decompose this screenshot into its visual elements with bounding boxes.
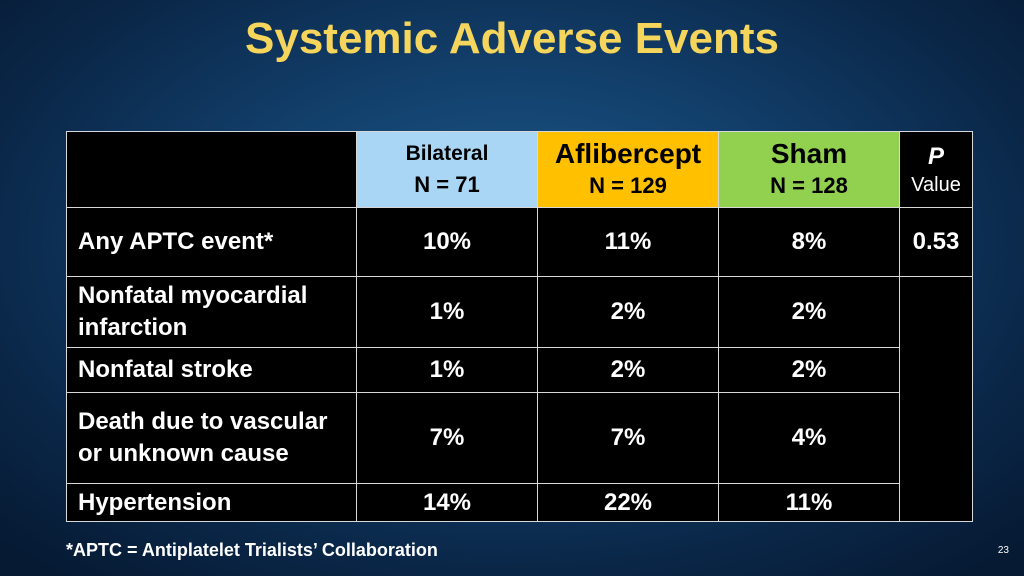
cell-bilateral: 10%: [356, 207, 538, 277]
header-bilateral: Bilateral N = 71: [356, 131, 538, 208]
table-row: Nonfatal myocardial infarction 1% 2% 2%: [66, 276, 973, 522]
cell-sham: 2%: [718, 276, 900, 348]
header-bilateral-label: Bilateral: [405, 141, 489, 165]
cell-aflibercept: 2%: [537, 347, 719, 393]
header-sham-n: N = 128: [770, 172, 848, 198]
cell-bilateral: 7%: [356, 392, 538, 484]
header-bilateral-n: N = 71: [414, 171, 480, 197]
table-row: Any APTC event* 10% 11% 8% 0.53: [66, 207, 973, 277]
header-p-value-label: Value: [911, 173, 961, 196]
header-sham-label: Sham: [770, 137, 848, 169]
cell-sham: 8%: [718, 207, 900, 277]
cell-bilateral: 1%: [356, 347, 538, 393]
table-row: Hypertension 14% 22% 11%: [66, 483, 973, 522]
row-label: Nonfatal stroke: [66, 347, 357, 393]
row-label: Any APTC event*: [66, 207, 357, 277]
cell-sham: 11%: [718, 483, 900, 522]
cell-aflibercept: 2%: [537, 276, 719, 348]
cell-p-empty: [899, 276, 973, 522]
header-p-value: P Value: [899, 131, 973, 208]
cell-bilateral: 1%: [356, 276, 538, 348]
cell-aflibercept: 7%: [537, 392, 719, 484]
header-sham: Sham N = 128: [718, 131, 900, 208]
cell-aflibercept: 22%: [537, 483, 719, 522]
cell-p-value: 0.53: [899, 207, 973, 277]
header-row: Bilateral N = 71 Aflibercept N = 129 Sha…: [66, 131, 973, 208]
header-aflibercept-n: N = 129: [589, 172, 667, 198]
row-label: Hypertension: [66, 483, 357, 522]
row-label: Nonfatal myocardial infarction: [66, 276, 357, 348]
table-row: Death due to vascular or unknown cause 7…: [66, 392, 973, 484]
footnote: *APTC = Antiplatelet Trialists’ Collabor…: [66, 540, 438, 560]
table-row: Nonfatal stroke 1% 2% 2%: [66, 347, 973, 393]
cell-aflibercept: 11%: [537, 207, 719, 277]
page-number: 23: [997, 545, 1009, 556]
header-aflibercept-label: Aflibercept: [554, 137, 702, 169]
cell-sham: 2%: [718, 347, 900, 393]
header-p-letter: P: [927, 142, 944, 170]
row-label: Death due to vascular or unknown cause: [66, 392, 357, 484]
cell-sham: 4%: [718, 392, 900, 484]
header-aflibercept: Aflibercept N = 129: [537, 131, 719, 208]
cell-bilateral: 14%: [356, 483, 538, 522]
header-empty-cell: [66, 131, 357, 208]
adverse-events-table: Bilateral N = 71 Aflibercept N = 129 Sha…: [66, 131, 973, 522]
slide-title: Systemic Adverse Events: [245, 14, 779, 63]
